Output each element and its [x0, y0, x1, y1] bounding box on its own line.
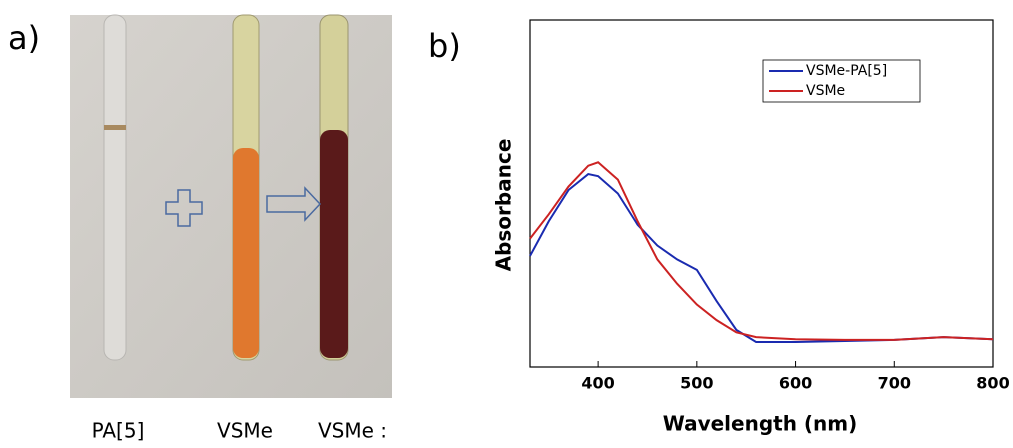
legend-label: VSMe — [806, 83, 845, 99]
x-tick-label: 700 — [878, 374, 911, 393]
legend-box — [762, 59, 921, 103]
x-tick-label: 800 — [976, 374, 1009, 393]
photo — [70, 14, 392, 398]
tube-label: VSMe — [217, 419, 273, 443]
tube-label: VSMe : — [318, 419, 387, 443]
tube-label: PA[5] — [92, 419, 145, 443]
panel-label: a) — [8, 19, 40, 57]
panel-label: b) — [428, 27, 461, 65]
x-tick-label: 600 — [779, 374, 812, 393]
x-tick-label: 500 — [680, 374, 713, 393]
y-axis-title: Absorbance — [492, 139, 516, 272]
x-tick-label: 400 — [581, 374, 614, 393]
legend-label: VSMe-PA[5] — [806, 63, 887, 79]
plot-frame — [529, 19, 994, 368]
x-axis-title: Wavelength (nm) — [663, 412, 858, 436]
data-line — [529, 161, 994, 341]
data-line — [529, 172, 994, 344]
